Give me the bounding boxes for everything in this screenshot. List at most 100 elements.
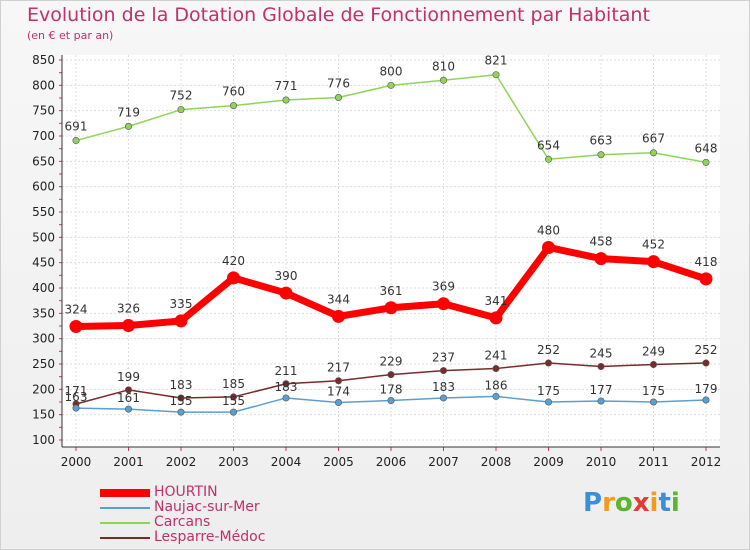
- data-label: 217: [327, 361, 350, 375]
- x-tick-label: 2002: [166, 455, 197, 469]
- legend-label: Carcans: [154, 514, 211, 530]
- legend-swatch: [100, 537, 150, 539]
- x-tick-label: 2008: [481, 455, 512, 469]
- data-label: 663: [590, 134, 613, 148]
- legend-swatch: [100, 507, 150, 509]
- data-point: [597, 397, 605, 405]
- legend-label: HOURTIN: [154, 484, 218, 500]
- data-label: 237: [432, 351, 455, 365]
- data-point: [72, 137, 80, 145]
- data-point: [437, 297, 450, 311]
- data-point: [174, 314, 188, 328]
- data-point: [492, 392, 500, 400]
- data-point: [492, 71, 500, 79]
- data-point: [489, 311, 503, 325]
- data-point: [230, 102, 238, 110]
- x-tick-label: 2006: [376, 455, 407, 469]
- x-tick-label: 2005: [323, 455, 354, 469]
- data-label: 183: [170, 378, 193, 392]
- data-label: 178: [380, 382, 403, 396]
- x-tick-label: 2012: [691, 455, 722, 469]
- x-tick-label: 2001: [113, 455, 144, 469]
- x-tick-label: 2009: [533, 455, 564, 469]
- data-point: [282, 380, 290, 388]
- data-label: 185: [222, 377, 245, 391]
- data-label: 654: [537, 138, 560, 152]
- data-label: 186: [485, 378, 508, 392]
- logo-letter: P: [583, 488, 603, 518]
- data-label: 458: [590, 235, 613, 249]
- data-point: [649, 361, 657, 369]
- data-point: [702, 396, 710, 404]
- y-tick-label: 150: [32, 408, 55, 422]
- y-tick-label: 850: [32, 53, 55, 67]
- data-label: 161: [117, 391, 140, 405]
- data-label: 175: [642, 384, 665, 398]
- chart-subtitle: (en € et par an): [27, 29, 114, 42]
- data-label: 163: [65, 390, 88, 404]
- data-point: [597, 151, 605, 159]
- data-label: 776: [327, 76, 350, 90]
- data-point: [282, 394, 290, 402]
- data-label: 252: [537, 343, 560, 357]
- data-label: 800: [380, 64, 403, 78]
- data-point: [594, 252, 608, 266]
- x-tick-label: 2000: [61, 455, 92, 469]
- proxiti-logo: Proxiti: [583, 488, 680, 518]
- data-label: 760: [222, 85, 245, 99]
- x-tick-label: 2010: [586, 455, 617, 469]
- data-label: 771: [275, 79, 298, 93]
- data-label: 344: [327, 292, 350, 306]
- y-tick-label: 450: [32, 256, 55, 270]
- data-label: 326: [117, 301, 140, 315]
- data-point: [439, 76, 447, 84]
- data-point: [544, 359, 552, 367]
- data-point: [439, 394, 447, 402]
- data-point: [279, 286, 293, 300]
- data-point: [492, 365, 500, 373]
- y-tick-label: 400: [32, 281, 55, 295]
- logo-letter: o: [614, 488, 633, 518]
- data-point: [282, 96, 290, 104]
- y-tick-label: 350: [32, 306, 55, 320]
- data-label: 155: [222, 394, 245, 408]
- data-point: [334, 399, 342, 407]
- data-point: [702, 158, 710, 166]
- data-label: 183: [275, 380, 298, 394]
- data-label: 452: [642, 238, 665, 252]
- data-label: 241: [485, 349, 508, 363]
- y-tick-label: 250: [32, 357, 55, 371]
- data-label: 175: [537, 384, 560, 398]
- y-tick-label: 550: [32, 205, 55, 219]
- data-point: [542, 240, 555, 254]
- data-point: [125, 405, 133, 413]
- x-tick-label: 2007: [428, 455, 459, 469]
- data-label: 369: [432, 280, 455, 294]
- y-tick-label: 750: [32, 104, 55, 118]
- x-tick-label: 2003: [218, 455, 249, 469]
- data-label: 480: [537, 223, 560, 237]
- logo-letter: r: [602, 488, 615, 518]
- data-label: 648: [695, 141, 718, 155]
- data-label: 177: [590, 383, 613, 397]
- data-label: 183: [432, 380, 455, 394]
- data-point: [649, 398, 657, 406]
- data-label: 155: [170, 394, 193, 408]
- data-point: [544, 155, 552, 163]
- logo-letter: i: [649, 488, 659, 518]
- data-point: [699, 272, 713, 286]
- data-point: [72, 404, 80, 412]
- data-point: [702, 359, 710, 367]
- data-label: 171: [65, 384, 88, 398]
- data-label: 335: [170, 297, 193, 311]
- legend-label: Naujac-sur-Mer: [154, 499, 260, 515]
- data-label: 245: [590, 347, 613, 361]
- data-point: [334, 93, 342, 101]
- data-point: [177, 394, 185, 402]
- logo-letter: i: [670, 488, 680, 518]
- data-label: 390: [275, 269, 298, 283]
- data-label: 691: [65, 120, 88, 134]
- legend-label: Lesparre-Médoc: [154, 529, 266, 545]
- data-label: 420: [222, 254, 245, 268]
